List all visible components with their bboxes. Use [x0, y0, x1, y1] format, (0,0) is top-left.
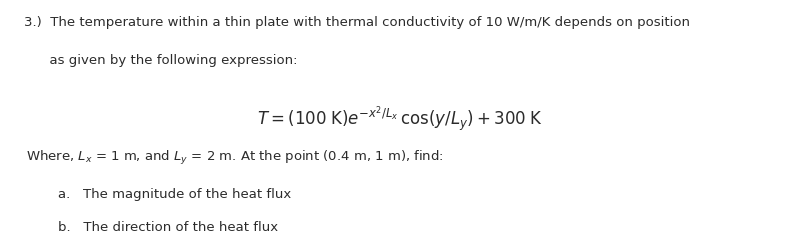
- Text: 3.)  The temperature within a thin plate with thermal conductivity of 10 W/m/K d: 3.) The temperature within a thin plate …: [24, 16, 690, 28]
- Text: a.   The magnitude of the heat flux: a. The magnitude of the heat flux: [58, 188, 291, 201]
- Text: as given by the following expression:: as given by the following expression:: [24, 54, 298, 67]
- Text: Where, $L_x$ = 1 m, and $L_y$ = 2 m. At the point (0.4 m, 1 m), find:: Where, $L_x$ = 1 m, and $L_y$ = 2 m. At …: [26, 149, 444, 167]
- Text: $T = (100\;\mathrm{K})e^{-x^2/L_x}\,\cos(y/L_y) + 300\;\mathrm{K}$: $T = (100\;\mathrm{K})e^{-x^2/L_x}\,\cos…: [257, 104, 543, 134]
- Text: b.   The direction of the heat flux: b. The direction of the heat flux: [58, 221, 278, 234]
